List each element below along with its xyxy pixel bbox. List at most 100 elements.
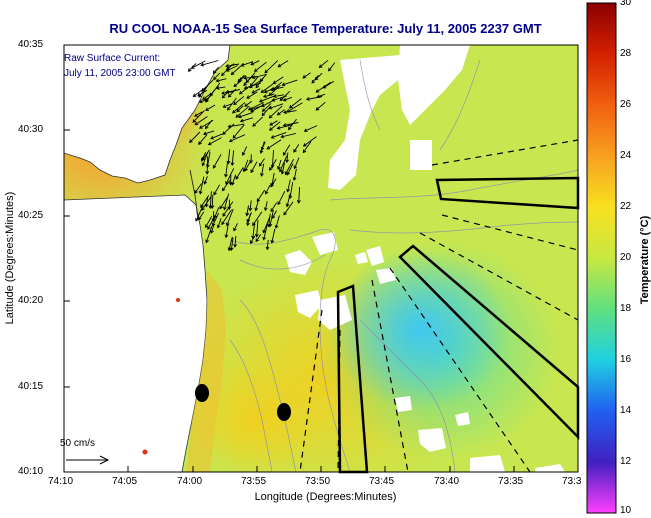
current-vector-head xyxy=(246,95,250,99)
current-vector xyxy=(199,119,214,129)
current-vector xyxy=(283,96,293,101)
current-vector-head xyxy=(224,234,229,239)
current-vector-head xyxy=(315,89,320,93)
current-vector-head xyxy=(302,149,307,154)
colorbar-tick: 22 xyxy=(620,201,632,212)
current-vector-head xyxy=(258,99,263,103)
current-vector-head xyxy=(200,62,205,67)
current-vector xyxy=(242,146,248,156)
y-tick-label: 40:35 xyxy=(18,39,44,50)
current-vector-head xyxy=(277,201,281,206)
current-vector xyxy=(271,131,287,139)
current-vector xyxy=(222,123,235,135)
current-vector-head xyxy=(198,190,203,195)
current-vector-head xyxy=(261,112,266,117)
y-tick-label: 40:15 xyxy=(18,381,44,392)
current-vector-head xyxy=(268,92,273,96)
current-vector xyxy=(217,218,222,228)
current-vector-head xyxy=(268,114,273,119)
current-vector-head xyxy=(199,125,203,129)
current-vector-head xyxy=(274,224,279,229)
current-vector-head xyxy=(254,233,259,238)
current-vector xyxy=(266,139,282,150)
current-vector-head xyxy=(210,136,214,140)
current-vector-head xyxy=(230,162,235,167)
current-vector-head xyxy=(205,107,209,111)
current-vector xyxy=(229,134,246,142)
current-vector-head xyxy=(228,181,233,186)
current-vector-head xyxy=(223,206,227,211)
annotation-line-2: July 11, 2005 23:00 GMT xyxy=(64,68,176,79)
current-vector-head xyxy=(245,212,250,217)
current-vector xyxy=(277,124,293,129)
current-vector xyxy=(303,136,317,147)
current-vector-head xyxy=(194,190,198,194)
current-vector xyxy=(222,179,231,191)
current-vector xyxy=(283,122,299,126)
current-vector-head xyxy=(263,89,268,94)
current-vector-head xyxy=(198,216,202,221)
current-vector xyxy=(263,224,268,240)
current-vector-head xyxy=(255,238,260,243)
current-vector xyxy=(261,82,275,93)
scale-label: 50 cm/s xyxy=(60,438,96,449)
current-vector-head xyxy=(282,152,287,156)
current-vector-head xyxy=(315,106,320,111)
x-tick-label: 73:40 xyxy=(434,476,460,487)
current-vector xyxy=(225,161,229,177)
cloud-mask-2 xyxy=(398,45,470,125)
current-vector xyxy=(281,162,286,174)
current-vector xyxy=(270,202,277,212)
current-vector xyxy=(213,184,220,195)
current-vector xyxy=(269,210,274,227)
current-vector xyxy=(285,158,294,175)
current-vector-head xyxy=(241,152,246,156)
current-vector xyxy=(269,105,283,119)
current-vector xyxy=(236,105,244,112)
current-vector xyxy=(213,72,221,80)
current-vector xyxy=(270,178,277,188)
current-vector-head xyxy=(192,93,197,98)
current-vector-head xyxy=(270,135,275,139)
current-vector-head xyxy=(261,108,266,112)
current-vector xyxy=(205,216,213,228)
current-vector xyxy=(283,110,297,113)
current-vector-head xyxy=(283,211,287,216)
current-vector-head xyxy=(198,141,202,145)
current-vector-head xyxy=(244,167,248,172)
current-vector xyxy=(189,131,201,143)
current-vector-head xyxy=(211,218,216,222)
current-vector xyxy=(289,98,302,109)
current-vector-head xyxy=(266,145,271,150)
current-vector xyxy=(230,237,234,251)
current-vector xyxy=(241,61,254,67)
x-tick-label: 73:35 xyxy=(498,476,524,487)
current-vector-head xyxy=(270,164,275,169)
current-vector xyxy=(221,91,235,94)
current-vector-head xyxy=(238,77,243,81)
current-vector xyxy=(246,212,252,223)
current-vector xyxy=(286,193,291,207)
current-vector xyxy=(277,190,286,205)
current-vector-head xyxy=(270,239,275,244)
current-vector xyxy=(269,121,281,131)
current-vector xyxy=(298,186,301,203)
current-vector-head xyxy=(280,170,285,175)
current-vector xyxy=(223,193,230,210)
current-vector-head xyxy=(207,141,212,146)
surface-current-vectors xyxy=(187,59,336,252)
current-vector-head xyxy=(252,123,256,127)
current-vector xyxy=(255,199,259,211)
current-vector xyxy=(272,95,287,101)
current-vector xyxy=(250,76,259,87)
current-vector xyxy=(221,209,232,225)
y-tick-label: 40:30 xyxy=(18,124,44,135)
current-vector-head xyxy=(250,169,254,174)
current-vector xyxy=(288,118,297,130)
current-vector xyxy=(208,137,222,145)
current-vector xyxy=(275,215,280,229)
current-vector-head xyxy=(254,207,259,212)
current-vector xyxy=(302,141,312,153)
current-vector-head xyxy=(192,119,197,123)
current-vector-head xyxy=(276,111,281,116)
